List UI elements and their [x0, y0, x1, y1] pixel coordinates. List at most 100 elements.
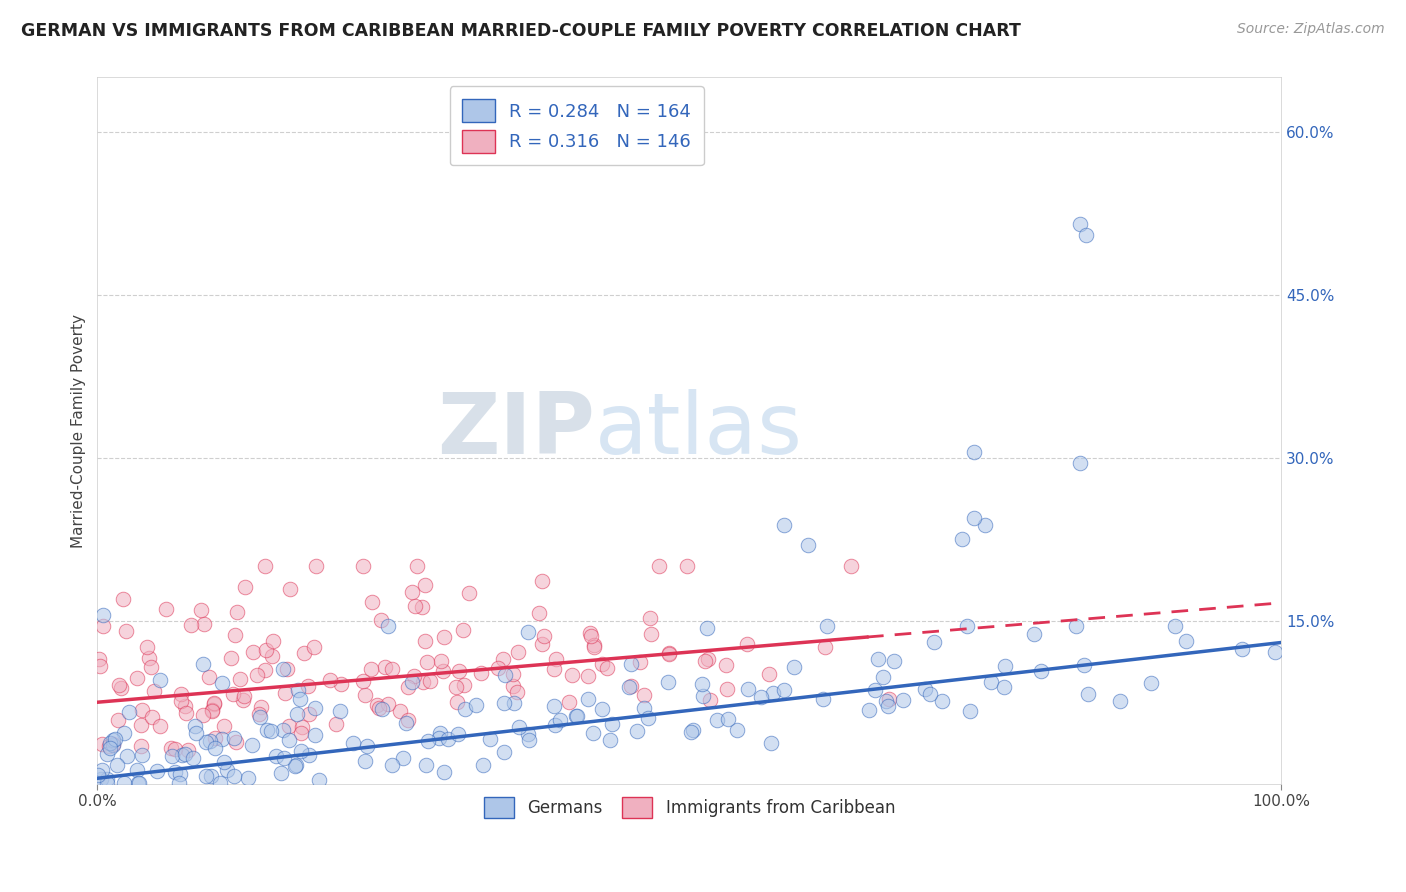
Point: [105, 758, 128, 772]
Point: [599, 732, 621, 747]
Point: [679, 724, 702, 739]
Point: [127, 775, 149, 789]
Point: [361, 595, 384, 609]
Point: [717, 712, 740, 726]
Point: [247, 707, 270, 722]
Point: [980, 674, 1002, 689]
Point: [200, 769, 222, 783]
Point: [194, 735, 217, 749]
Point: [202, 697, 225, 711]
Point: [682, 723, 704, 737]
Point: [406, 559, 429, 574]
Point: [412, 675, 434, 690]
Point: [596, 661, 619, 675]
Point: [354, 754, 377, 768]
Point: [962, 445, 984, 459]
Point: [582, 726, 605, 740]
Point: [91, 608, 114, 623]
Point: [543, 662, 565, 676]
Point: [959, 704, 981, 718]
Point: [193, 616, 215, 631]
Point: [503, 696, 526, 710]
Point: [129, 717, 152, 731]
Point: [506, 685, 529, 699]
Point: [186, 725, 208, 739]
Point: [260, 649, 283, 664]
Point: [143, 683, 166, 698]
Point: [479, 732, 502, 747]
Point: [628, 655, 651, 669]
Point: [160, 740, 183, 755]
Point: [101, 733, 124, 747]
Point: [377, 619, 399, 633]
Point: [128, 775, 150, 789]
Point: [184, 719, 207, 733]
Point: [814, 640, 837, 654]
Point: [883, 654, 905, 668]
Point: [993, 680, 1015, 694]
Point: [202, 696, 225, 710]
Point: [533, 629, 555, 643]
Point: [543, 699, 565, 714]
Point: [217, 763, 239, 777]
Point: [191, 657, 214, 672]
Point: [433, 765, 456, 780]
Point: [773, 518, 796, 533]
Point: [773, 682, 796, 697]
Point: [212, 755, 235, 769]
Point: [222, 687, 245, 701]
Point: [229, 672, 252, 686]
Point: [138, 651, 160, 665]
Point: [735, 637, 758, 651]
Point: [285, 707, 308, 722]
Point: [226, 605, 249, 619]
Point: [180, 618, 202, 632]
Point: [576, 692, 599, 706]
Point: [692, 689, 714, 703]
Point: [583, 638, 606, 652]
Point: [297, 748, 319, 763]
Point: [256, 723, 278, 737]
Point: [517, 624, 540, 639]
Point: [176, 706, 198, 720]
Point: [308, 773, 330, 788]
Point: [87, 768, 110, 782]
Point: [356, 739, 378, 754]
Point: [858, 703, 880, 717]
Point: [446, 695, 468, 709]
Point: [1074, 227, 1097, 242]
Point: [198, 669, 221, 683]
Point: [446, 680, 468, 694]
Point: [657, 675, 679, 690]
Point: [238, 771, 260, 785]
Point: [169, 687, 191, 701]
Point: [246, 668, 269, 682]
Point: [626, 723, 648, 738]
Point: [891, 693, 914, 707]
Point: [129, 739, 152, 754]
Point: [225, 735, 247, 749]
Point: [273, 751, 295, 765]
Point: [181, 751, 204, 765]
Point: [104, 732, 127, 747]
Point: [876, 698, 898, 713]
Point: [211, 731, 233, 746]
Point: [107, 713, 129, 727]
Point: [392, 750, 415, 764]
Point: [1024, 626, 1046, 640]
Point: [290, 744, 312, 758]
Point: [1029, 664, 1052, 678]
Point: [304, 701, 326, 715]
Point: [922, 635, 945, 649]
Point: [492, 652, 515, 666]
Point: [725, 723, 748, 737]
Point: [427, 731, 450, 746]
Point: [1069, 456, 1091, 470]
Point: [280, 582, 302, 596]
Point: [429, 725, 451, 739]
Point: [264, 749, 287, 764]
Point: [558, 695, 581, 709]
Point: [931, 694, 953, 708]
Point: [174, 747, 197, 761]
Point: [319, 673, 342, 687]
